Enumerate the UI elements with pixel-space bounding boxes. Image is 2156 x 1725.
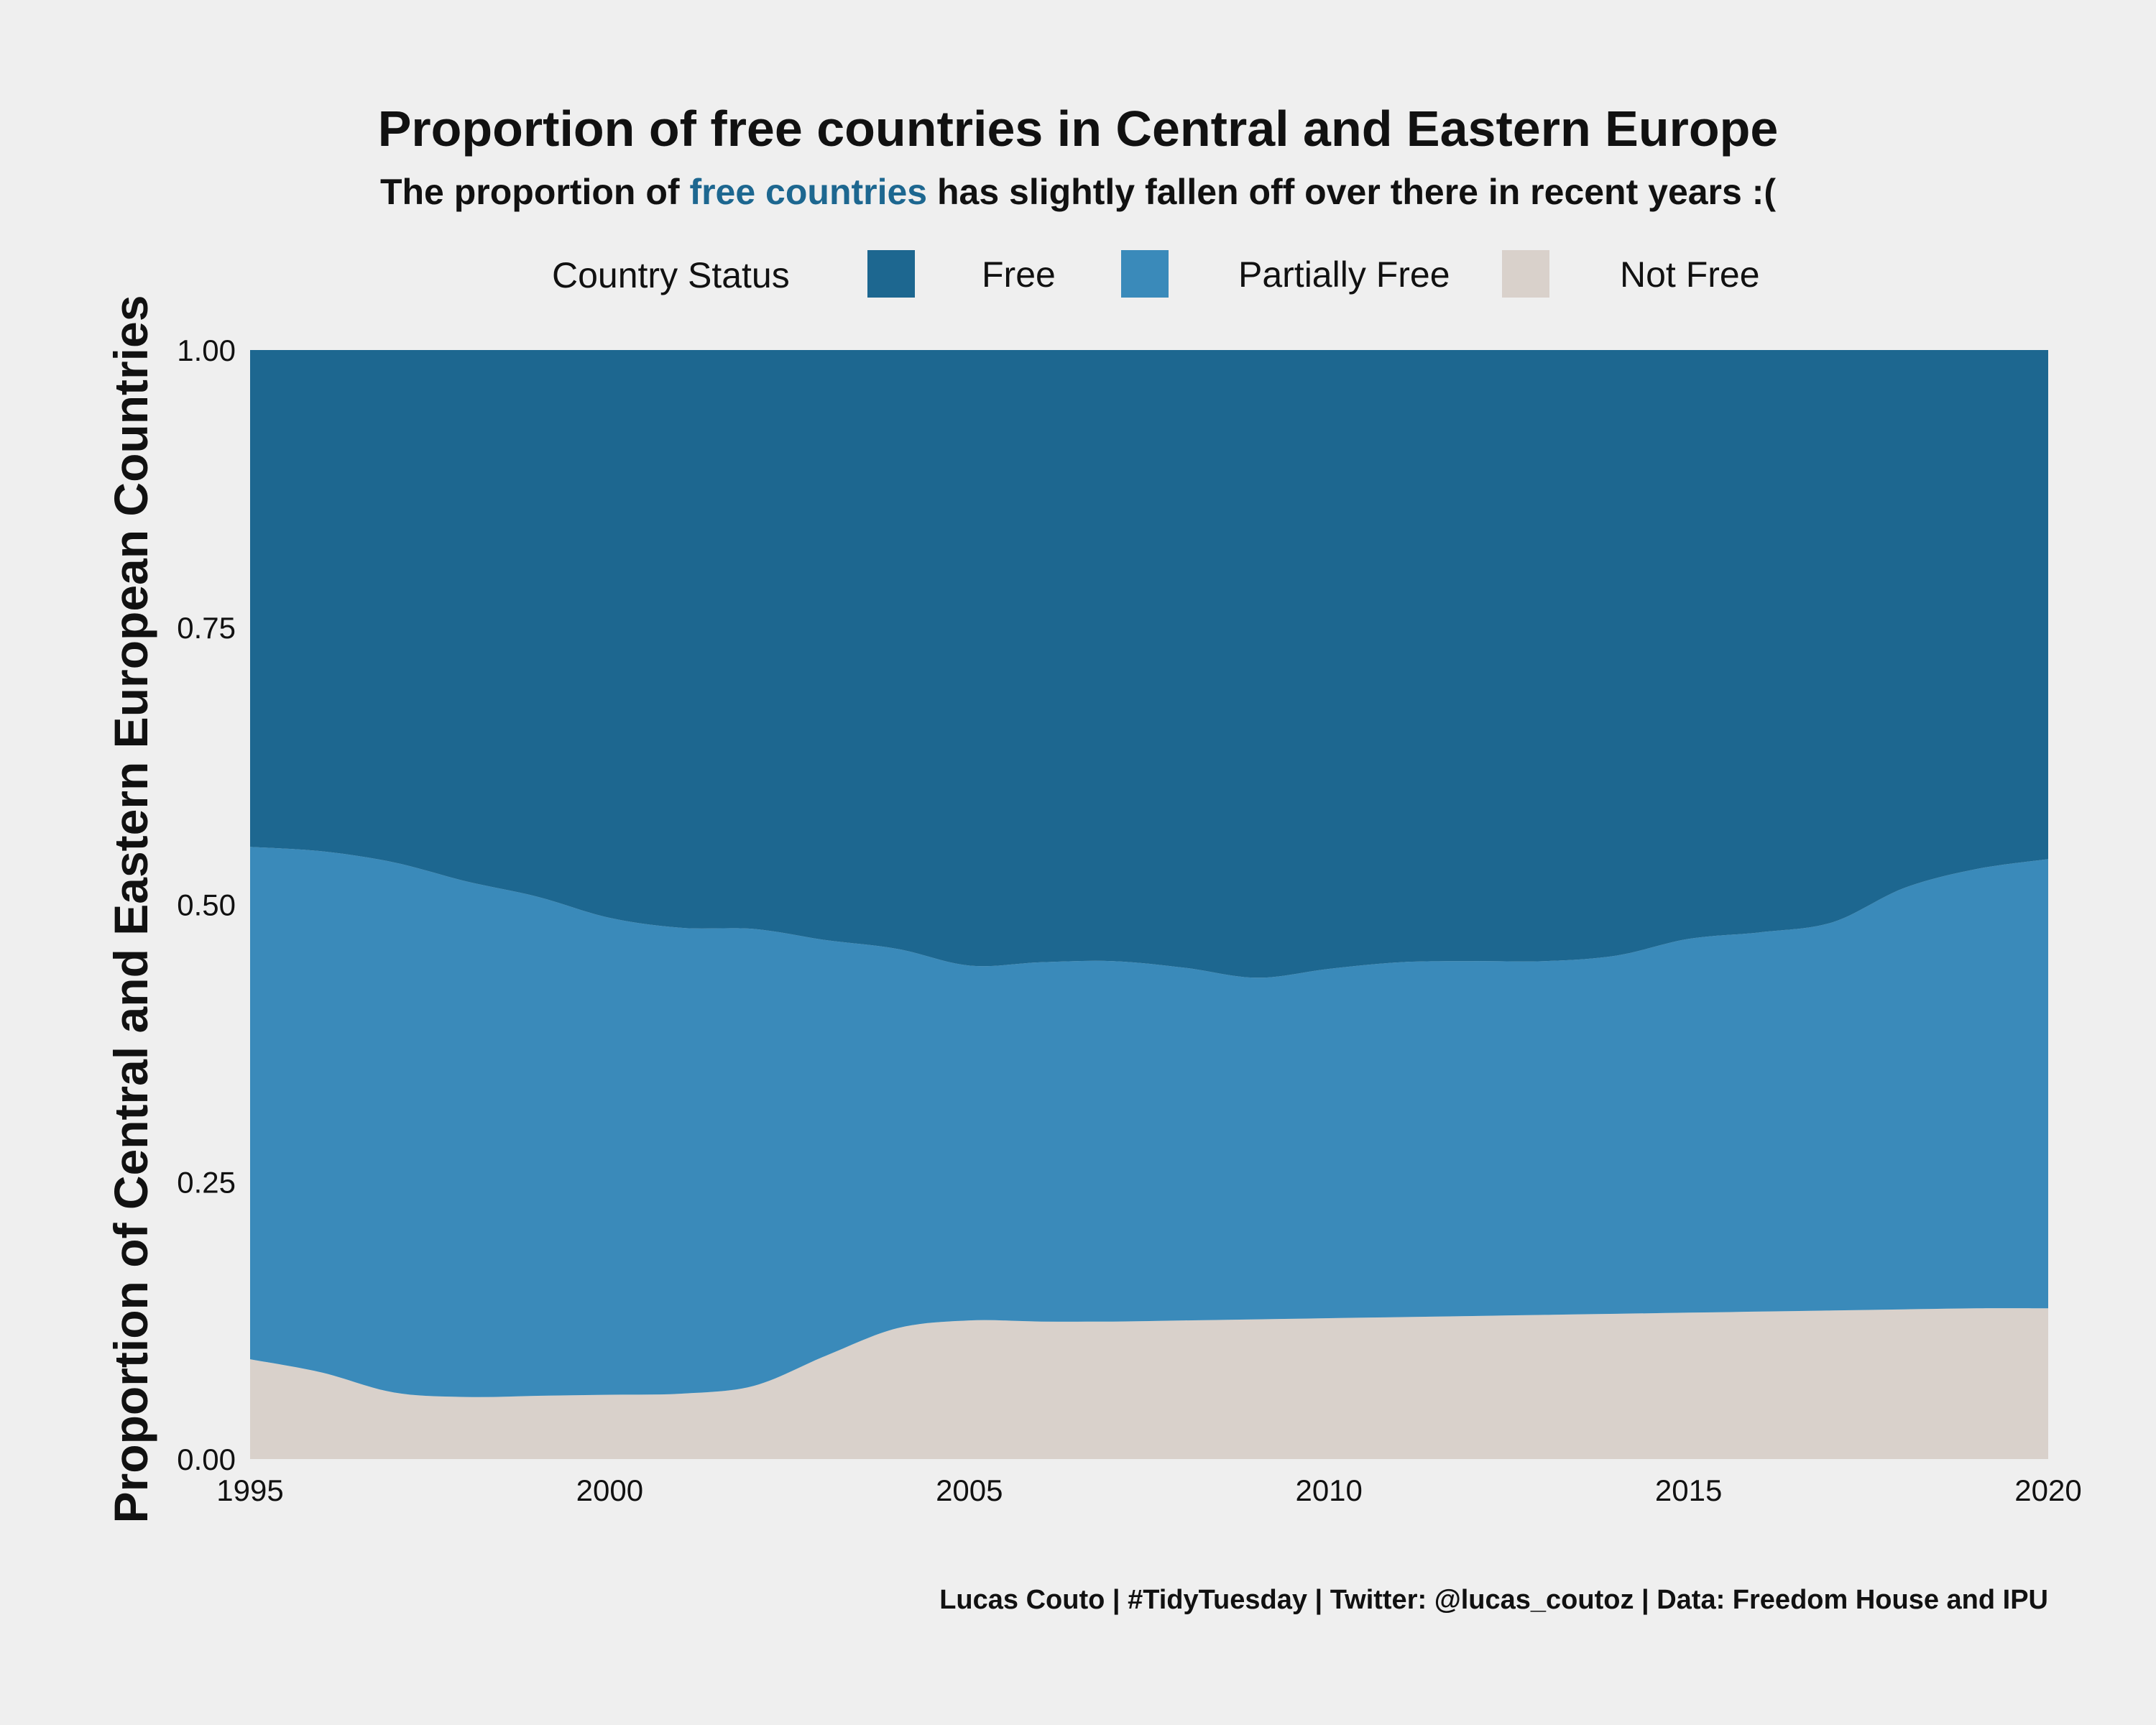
legend-key-free: [867, 250, 915, 298]
x-tick-label: 2010: [1295, 1473, 1362, 1507]
y-axis-title: Proportion of Central and Eastern Europe…: [104, 295, 157, 1524]
legend-label-free: Free: [982, 254, 1056, 295]
area-layers: [250, 350, 2048, 1459]
chart-caption: Lucas Couto | #TidyTuesday | Twitter: @l…: [939, 1585, 2048, 1615]
subtitle-before: The proportion of: [380, 172, 689, 212]
legend-title: Country Status: [552, 255, 790, 295]
legend-label-not-free: Not Free: [1620, 254, 1760, 295]
y-axis: 0.00 0.25 0.50 0.75 1.00: [177, 334, 236, 1476]
subtitle-highlight: free countries: [689, 172, 927, 212]
x-tick-label: 2000: [576, 1473, 643, 1507]
legend-key-not-free: [1502, 250, 1549, 298]
y-tick-label: 0.25: [177, 1165, 236, 1199]
x-axis: 1995 2000 2005 2010 2015 2020: [216, 1473, 2081, 1507]
y-tick-label: 1.00: [177, 334, 236, 367]
x-tick-label: 1995: [216, 1473, 283, 1507]
x-tick-label: 2005: [936, 1473, 1003, 1507]
area-not-free: [250, 1308, 2048, 1459]
x-tick-label: 2020: [2014, 1473, 2081, 1507]
chart-subtitle: The proportion of free countries has sli…: [380, 172, 1776, 212]
legend-key-partially-free: [1121, 250, 1169, 298]
x-tick-label: 2015: [1655, 1473, 1722, 1507]
area-free: [250, 350, 2048, 978]
subtitle-after: has slightly fallen off over there in re…: [927, 172, 1776, 212]
area-partially-free: [250, 847, 2048, 1397]
y-tick-label: 0.75: [177, 611, 236, 645]
y-tick-label: 0.50: [177, 888, 236, 922]
chart-title: Proportion of free countries in Central …: [378, 101, 1779, 157]
y-tick-label: 0.00: [177, 1443, 236, 1476]
legend-label-partially-free: Partially Free: [1238, 254, 1450, 295]
legend: Country Status Free Partially Free Not Fre…: [552, 250, 1760, 298]
